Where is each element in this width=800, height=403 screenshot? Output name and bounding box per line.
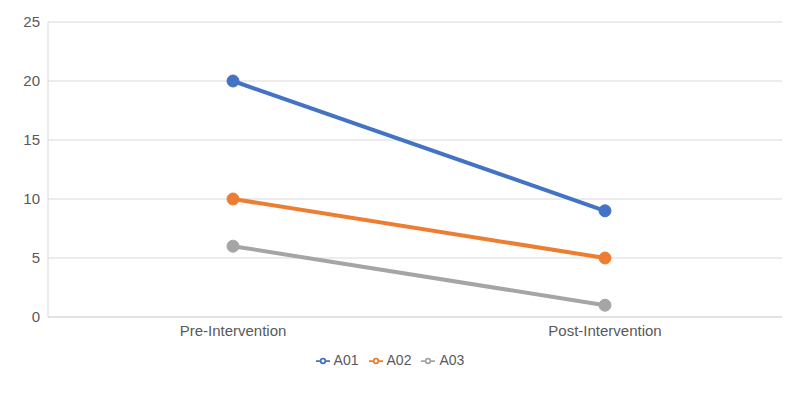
svg-text:10: 10: [23, 190, 40, 207]
html-text:A01: A01: [333, 352, 359, 368]
svg-text:0: 0: [32, 308, 40, 325]
svg-text:Post-Intervention: Post-Intervention: [548, 322, 661, 339]
svg-text:5: 5: [32, 249, 40, 266]
html-text:A03: A03: [439, 352, 465, 368]
svg-text:Pre-Intervention: Pre-Intervention: [180, 322, 287, 339]
svg-text:25: 25: [23, 13, 40, 30]
svg-text:15: 15: [23, 131, 40, 148]
html-text:A02: A02: [386, 352, 412, 368]
svg-text:20: 20: [23, 72, 40, 89]
